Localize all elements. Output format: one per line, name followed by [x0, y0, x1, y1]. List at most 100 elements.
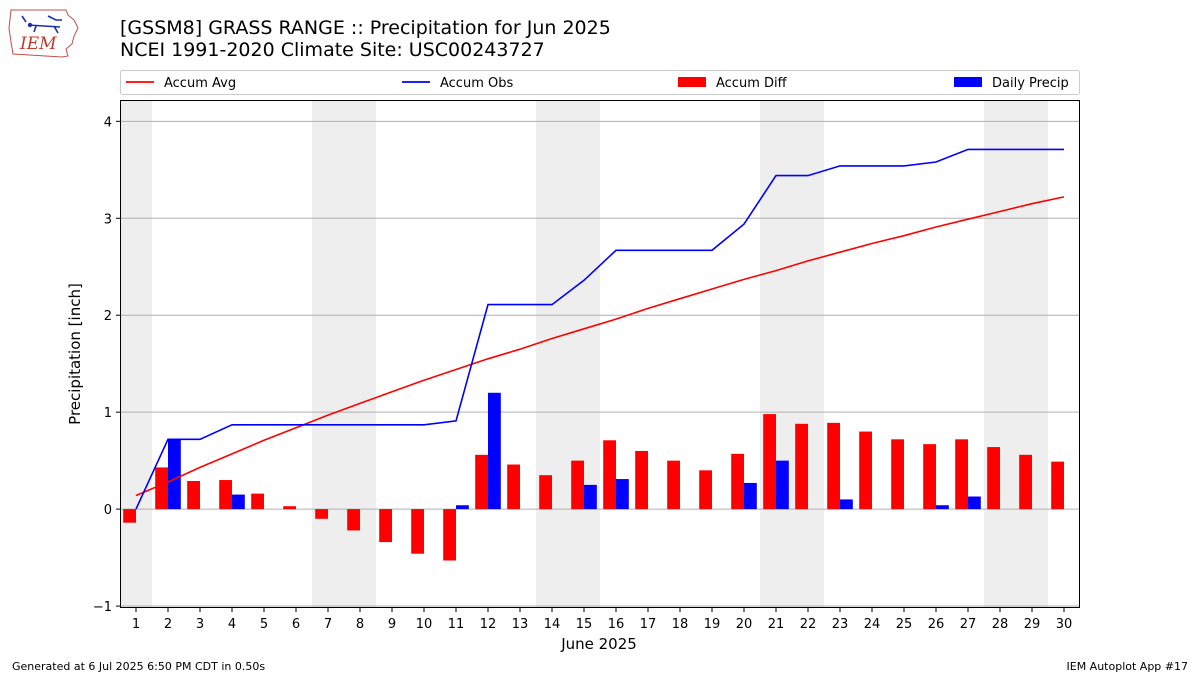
accum-diff-bar: [603, 440, 616, 510]
x-tick-label: 18: [672, 617, 689, 632]
x-tick-label: 4: [228, 617, 236, 632]
bar-series: [123, 392, 1064, 561]
app-label: IEM Autoplot App #17: [1066, 660, 1189, 673]
accum-diff-bar: [571, 460, 584, 510]
daily-precip-bar: [936, 505, 949, 510]
accum-diff-bar: [155, 467, 168, 510]
accum-diff-bar: [251, 493, 264, 510]
x-axis-label: June 2025: [560, 635, 637, 653]
y-tick-label: −1: [93, 600, 112, 615]
accum-diff-bar: [891, 439, 904, 510]
accum-diff-bar: [795, 423, 808, 510]
title-line-2: NCEI 1991-2020 Climate Site: USC00243727: [120, 39, 545, 61]
accum-diff-bar: [1019, 454, 1032, 510]
weekend-shade: [1016, 100, 1048, 608]
accum-avg-line: [135, 196, 1065, 497]
x-tick-label: 14: [544, 617, 561, 632]
daily-precip-bar: [232, 494, 245, 510]
legend: Accum Avg Accum Obs Accum Diff Daily Precip: [120, 70, 1080, 95]
legend-accum-diff-label: Accum Diff: [716, 76, 788, 91]
weekend-shading: [120, 100, 1048, 608]
x-tick-label: 25: [896, 617, 913, 632]
daily-precip-bar: [488, 392, 501, 510]
legend-accum-obs-label: Accum Obs: [440, 76, 513, 91]
x-axis: 1 2 3 4 5 6 7 8 9 10 11 12 13 14 15 16 17 18 19 20 21 22 23 24 2…: [132, 608, 1072, 632]
accum-diff-bar: [539, 475, 552, 510]
x-tick-label: 12: [480, 617, 497, 632]
weekend-shade: [760, 100, 792, 608]
daily-precip-bar: [584, 484, 597, 510]
y-axis: −1 0 1 2 3 4: [93, 115, 120, 615]
x-tick-label: 24: [864, 617, 881, 632]
accum-diff-bar: [859, 431, 872, 510]
x-tick-label: 2: [164, 617, 172, 632]
accum-diff-bar: [219, 480, 232, 510]
accum-diff-bar: [1051, 461, 1064, 510]
accum-diff-bar: [731, 453, 744, 510]
accum-diff-bar: [507, 464, 520, 510]
accum-diff-bar: [443, 509, 456, 561]
x-tick-label: 6: [292, 617, 300, 632]
accum-diff-bar: [667, 460, 680, 510]
weekend-shade: [312, 100, 344, 608]
x-tick-label: 15: [576, 617, 593, 632]
y-tick-label: 1: [104, 406, 112, 421]
accum-diff-bar: [699, 470, 712, 510]
iem-logo: IEM: [8, 9, 79, 58]
x-tick-label: 21: [768, 617, 785, 632]
logo-text: IEM: [19, 34, 57, 54]
weekend-shade: [120, 100, 152, 608]
weather-station-icon: [21, 15, 62, 34]
x-tick-label: 7: [324, 617, 332, 632]
y-tick-label: 2: [104, 309, 112, 324]
x-tick-label: 16: [608, 617, 625, 632]
accum-diff-bar: [411, 509, 424, 554]
y-tick-label: 0: [104, 503, 112, 518]
x-tick-label: 1: [132, 617, 140, 632]
accum-diff-bar: [763, 414, 776, 510]
daily-precip-bar: [616, 479, 629, 510]
gridlines: [120, 120, 1080, 607]
accum-diff-bar: [283, 506, 296, 510]
x-tick-label: 17: [640, 617, 657, 632]
accum-diff-bar: [315, 509, 328, 519]
weekend-shade: [536, 100, 568, 608]
accum-diff-bar: [955, 439, 968, 510]
accum-diff-bar: [379, 509, 392, 543]
daily-precip-bar: [744, 482, 757, 510]
chart-title: [GSSM8] GRASS RANGE :: Precipitation for…: [120, 17, 611, 61]
x-tick-label: 13: [512, 617, 529, 632]
y-tick-label: 4: [104, 115, 112, 130]
daily-precip-bar: [968, 496, 981, 510]
accum-diff-bar: [123, 509, 136, 523]
accum-diff-bar: [987, 447, 1000, 510]
accum-diff-bar: [187, 481, 200, 510]
legend-box: [120, 70, 1080, 95]
generated-note: Generated at 6 Jul 2025 6:50 PM CDT in 0…: [12, 660, 266, 673]
accum-diff-bar: [923, 444, 936, 510]
accum-diff-bar: [827, 422, 840, 510]
accum-obs-line: [135, 148, 1064, 510]
daily-precip-bar: [776, 460, 789, 510]
legend-accum-diff-swatch: [678, 77, 706, 87]
x-tick-label: 23: [832, 617, 849, 632]
weekend-shade: [344, 100, 376, 608]
x-tick-label: 8: [356, 617, 364, 632]
legend-daily-precip-swatch: [954, 77, 982, 87]
y-tick-label: 3: [104, 212, 112, 227]
x-tick-label: 11: [448, 617, 465, 632]
weekend-shade: [792, 100, 824, 608]
x-tick-label: 29: [1024, 617, 1041, 632]
y-axis-label: Precipitation [inch]: [66, 283, 84, 425]
x-tick-label: 20: [736, 617, 753, 632]
accum-diff-bar: [347, 509, 360, 531]
weekend-shade: [568, 100, 600, 608]
x-tick-label: 28: [992, 617, 1009, 632]
legend-daily-precip-label: Daily Precip: [992, 76, 1069, 91]
legend-accum-avg-label: Accum Avg: [164, 76, 236, 91]
accum-diff-bar: [475, 454, 488, 510]
title-line-1: [GSSM8] GRASS RANGE :: Precipitation for…: [120, 17, 611, 39]
x-tick-label: 19: [704, 617, 721, 632]
daily-precip-bar: [840, 499, 853, 510]
